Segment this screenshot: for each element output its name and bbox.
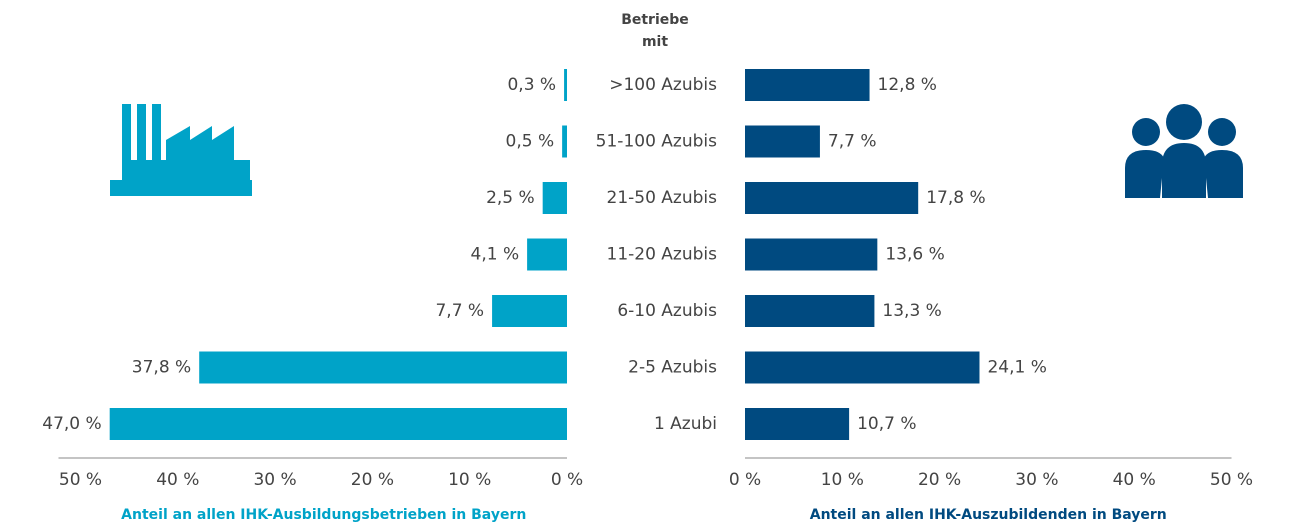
x-tick-label: 10 % bbox=[448, 470, 491, 490]
value-label: 0,5 % bbox=[506, 132, 555, 152]
value-label: 47,0 % bbox=[42, 414, 101, 434]
bar bbox=[745, 182, 919, 214]
x-tick-label: 30 % bbox=[253, 470, 296, 490]
value-label: 2,5 % bbox=[486, 188, 535, 208]
value-label: 37,8 % bbox=[132, 358, 191, 378]
value-label: 12,8 % bbox=[878, 75, 937, 95]
bar bbox=[745, 295, 875, 327]
x-tick-label: 0 % bbox=[551, 470, 583, 490]
category-label: 11-20 Azubis bbox=[607, 245, 718, 265]
category-title-visible: Betriebe mit bbox=[621, 12, 689, 50]
x-tick-label: 20 % bbox=[918, 470, 961, 490]
bar bbox=[745, 351, 980, 384]
value-label: 0,3 % bbox=[507, 75, 556, 95]
category-label: 51-100 Azubis bbox=[596, 132, 717, 152]
bar bbox=[745, 125, 820, 158]
x-tick-label: 20 % bbox=[351, 470, 394, 490]
value-label: 24,1 % bbox=[987, 358, 1046, 378]
category-label: 6-10 Azubis bbox=[617, 301, 717, 321]
x-tick-label: 50 % bbox=[59, 470, 102, 490]
category-label: 21-50 Azubis bbox=[607, 188, 718, 208]
bar bbox=[492, 295, 567, 327]
bar bbox=[745, 408, 850, 440]
category-label: 2-5 Azubis bbox=[628, 358, 717, 378]
x-axis-label: Anteil an allen IHK-Ausbildungsbetrieben… bbox=[121, 507, 526, 523]
value-label: 13,6 % bbox=[885, 245, 944, 265]
value-label: 7,7 % bbox=[435, 301, 484, 321]
bar bbox=[564, 69, 567, 101]
bar bbox=[527, 238, 567, 271]
x-tick-label: 10 % bbox=[821, 470, 864, 490]
x-axis-label: Anteil an allen IHK-Auszubildenden in Ba… bbox=[810, 507, 1167, 523]
value-label: 13,3 % bbox=[882, 301, 941, 321]
x-tick-label: 0 % bbox=[729, 470, 761, 490]
bar bbox=[745, 69, 870, 101]
x-tick-label: 40 % bbox=[1113, 470, 1156, 490]
people-icon bbox=[1125, 104, 1243, 198]
bar bbox=[199, 351, 567, 384]
bar bbox=[542, 182, 567, 214]
x-tick-label: 50 % bbox=[1210, 470, 1253, 490]
bar bbox=[562, 125, 567, 158]
category-label: >100 Azubis bbox=[609, 75, 717, 95]
value-label: 10,7 % bbox=[857, 414, 916, 434]
bar bbox=[109, 408, 567, 440]
factory-icon bbox=[110, 104, 252, 196]
value-label: 17,8 % bbox=[926, 188, 985, 208]
category-label: 1 Azubi bbox=[654, 414, 717, 434]
x-tick-label: 40 % bbox=[156, 470, 199, 490]
value-label: 7,7 % bbox=[828, 132, 877, 152]
bar bbox=[745, 238, 878, 271]
value-label: 4,1 % bbox=[471, 245, 520, 265]
x-tick-label: 30 % bbox=[1015, 470, 1058, 490]
